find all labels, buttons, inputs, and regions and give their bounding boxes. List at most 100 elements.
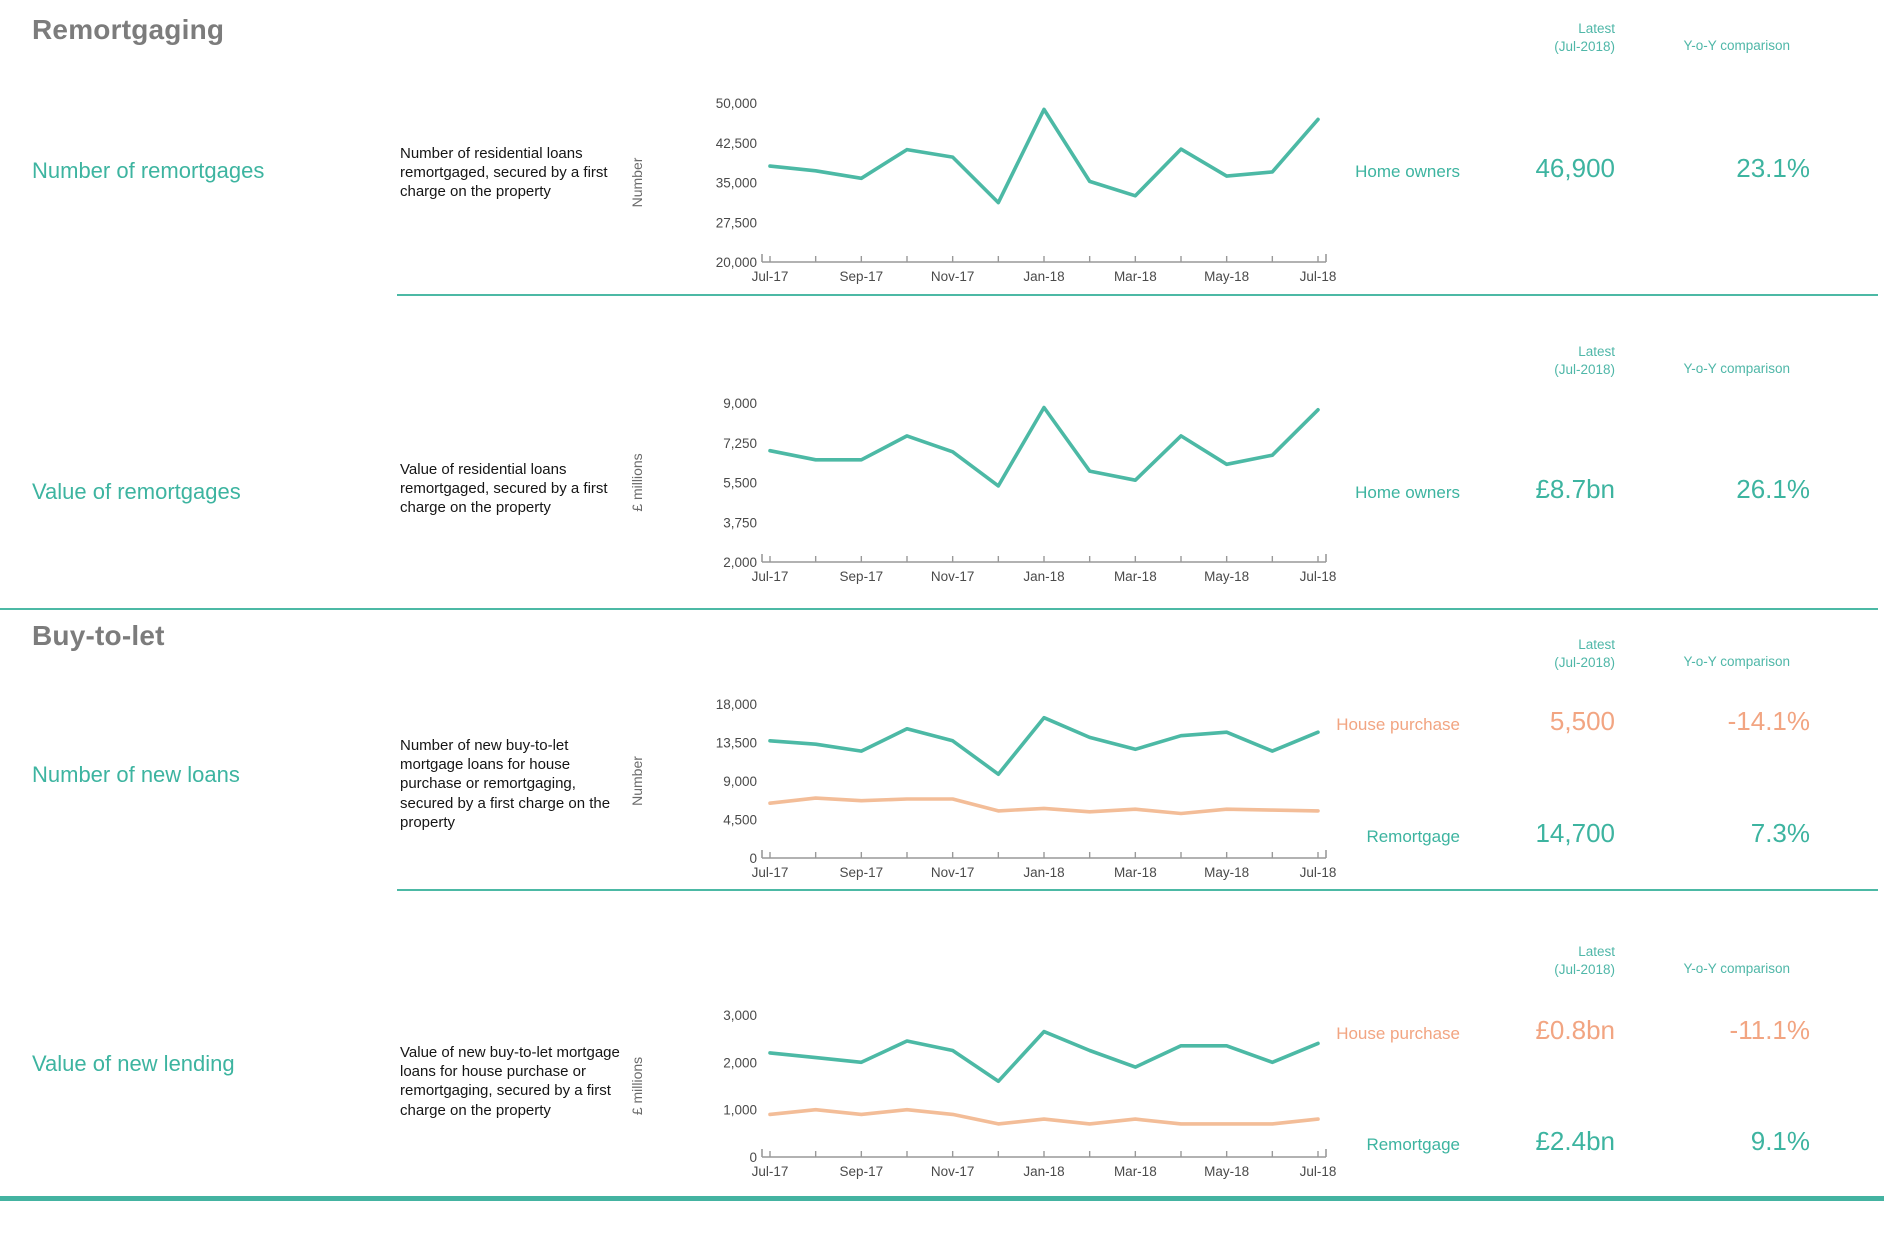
yoy-value: -11.1% [1729, 1015, 1810, 1045]
metric-description: Value of new buy-to-let mortgage loans f… [400, 1044, 620, 1119]
latest-column-header: Latest (Jul-2018) [1455, 636, 1615, 671]
svg-text:Number: Number [630, 157, 645, 207]
svg-text:Jan-18: Jan-18 [1023, 269, 1064, 284]
svg-text:2,000: 2,000 [723, 555, 757, 570]
row-number-of-new-loans: Buy-to-let Number of new loans Number of… [0, 610, 1884, 893]
svg-text:4,500: 4,500 [723, 813, 757, 828]
latest-header-line1: Latest [1578, 944, 1615, 959]
latest-value: £0.8bn [1535, 1015, 1615, 1045]
yoy-column-header: Y-o-Y comparison [1683, 38, 1790, 53]
svg-text:Jan-18: Jan-18 [1023, 865, 1064, 880]
row-value-of-new-lending: Value of new lending Value of new buy-to… [0, 893, 1884, 1238]
metric-description: Number of residential loans remortgaged,… [400, 145, 608, 201]
svg-text:Jul-18: Jul-18 [1300, 269, 1337, 284]
series-label: House purchase [1336, 715, 1460, 734]
latest-column-header: Latest (Jul-2018) [1455, 343, 1615, 378]
svg-text:18,000: 18,000 [716, 697, 757, 712]
latest-value: 14,700 [1535, 818, 1615, 848]
latest-header-line1: Latest [1578, 637, 1615, 652]
svg-text:Nov-17: Nov-17 [931, 865, 975, 880]
row-separator [397, 889, 1878, 891]
svg-text:0: 0 [749, 851, 757, 866]
svg-text:20,000: 20,000 [716, 255, 757, 270]
svg-text:Nov-17: Nov-17 [931, 269, 975, 284]
svg-text:Jul-17: Jul-17 [752, 269, 789, 284]
svg-text:Sep-17: Sep-17 [840, 865, 884, 880]
yoy-column-header: Y-o-Y comparison [1683, 654, 1790, 669]
latest-column-header: Latest (Jul-2018) [1455, 20, 1615, 55]
svg-text:May-18: May-18 [1204, 569, 1249, 584]
svg-text:May-18: May-18 [1204, 865, 1249, 880]
svg-text:9,000: 9,000 [723, 774, 757, 789]
svg-text:Jul-17: Jul-17 [752, 1164, 789, 1179]
svg-text:3,750: 3,750 [723, 515, 757, 530]
metric-label: Value of remortgages [32, 479, 241, 504]
svg-text:May-18: May-18 [1204, 1164, 1249, 1179]
svg-text:Jul-18: Jul-18 [1300, 569, 1337, 584]
svg-text:7,250: 7,250 [723, 436, 757, 451]
section-separator [0, 608, 1878, 610]
yoy-value: 26.1% [1736, 474, 1810, 504]
svg-text:27,500: 27,500 [716, 215, 757, 230]
section-title-remortgaging: Remortgaging [32, 14, 225, 45]
footer-rule [0, 1196, 1884, 1201]
latest-value: £8.7bn [1535, 474, 1615, 504]
latest-header-line1: Latest [1578, 21, 1615, 36]
svg-text:5,500: 5,500 [723, 476, 757, 491]
svg-text:£ millions: £ millions [630, 1057, 645, 1115]
yoy-value: 7.3% [1750, 818, 1810, 848]
latest-header-line2: (Jul-2018) [1554, 361, 1615, 377]
svg-text:Sep-17: Sep-17 [840, 269, 884, 284]
latest-value: 46,900 [1535, 153, 1615, 183]
svg-text:Number: Number [630, 756, 645, 806]
latest-column-header: Latest (Jul-2018) [1455, 943, 1615, 978]
svg-text:Jul-17: Jul-17 [752, 865, 789, 880]
svg-text:Mar-18: Mar-18 [1114, 569, 1157, 584]
svg-text:9,000: 9,000 [723, 396, 757, 411]
line-chart-number-of-new-loans: 0 4,500 9,000 13,500 18,000 Number Jul-17 Sep-1… [629, 686, 1340, 896]
svg-text:3,000: 3,000 [723, 1008, 757, 1023]
yoy-column-header: Y-o-Y comparison [1683, 361, 1790, 376]
line-chart-number-of-remortgages: 20,000 27,500 35,000 42,500 50,000 Number Jul-… [629, 72, 1340, 297]
svg-text:Mar-18: Mar-18 [1114, 269, 1157, 284]
svg-text:1,000: 1,000 [723, 1103, 757, 1118]
series-label: Remortgage [1366, 1135, 1460, 1154]
svg-text:Jan-18: Jan-18 [1023, 1164, 1064, 1179]
svg-text:13,500: 13,500 [716, 736, 757, 751]
series-label: Home owners [1355, 483, 1460, 502]
svg-text:Nov-17: Nov-17 [931, 569, 975, 584]
metric-label: Number of remortgages [32, 158, 265, 183]
metric-label: Number of new loans [32, 762, 240, 787]
svg-text:May-18: May-18 [1204, 269, 1249, 284]
latest-header-line2: (Jul-2018) [1554, 654, 1615, 670]
row-value-of-remortgages: Value of remortgages Value of residentia… [0, 297, 1884, 610]
svg-text:Sep-17: Sep-17 [840, 569, 884, 584]
svg-text:50,000: 50,000 [716, 96, 757, 111]
svg-text:Jul-17: Jul-17 [752, 569, 789, 584]
series-label: Home owners [1355, 162, 1460, 181]
row-number-of-remortgages: Remortgaging Number of remortgages Numbe… [0, 0, 1884, 297]
metric-description: Value of residential loans remortgaged, … [400, 461, 608, 517]
series-label: Remortgage [1366, 827, 1460, 846]
series-label: House purchase [1336, 1024, 1460, 1043]
svg-text:0: 0 [749, 1150, 757, 1165]
svg-text:Jul-18: Jul-18 [1300, 1164, 1337, 1179]
yoy-column-header: Y-o-Y comparison [1683, 961, 1790, 976]
latest-value: 5,500 [1549, 706, 1615, 736]
svg-text:42,500: 42,500 [716, 136, 757, 151]
svg-text:Jan-18: Jan-18 [1023, 569, 1064, 584]
latest-value: £2.4bn [1535, 1126, 1615, 1156]
metric-description: Number of new buy-to-let mortgage loans … [400, 737, 611, 831]
line-chart-value-of-new-lending: 0 1,000 2,000 3,000 £ millions Jul-17 Sep-17 No… [629, 995, 1340, 1195]
latest-header-line2: (Jul-2018) [1554, 961, 1615, 977]
metric-label: Value of new lending [32, 1051, 235, 1076]
row-separator [397, 294, 1878, 296]
svg-text:Nov-17: Nov-17 [931, 1164, 975, 1179]
section-title-buy-to-let: Buy-to-let [32, 620, 165, 651]
line-chart-value-of-remortgages: 2,000 3,750 5,500 7,250 9,000 £ millions Jul-1… [629, 375, 1340, 595]
svg-text:Mar-18: Mar-18 [1114, 1164, 1157, 1179]
latest-header-line1: Latest [1578, 344, 1615, 359]
svg-text:Sep-17: Sep-17 [840, 1164, 884, 1179]
svg-text:£ millions: £ millions [630, 453, 645, 511]
